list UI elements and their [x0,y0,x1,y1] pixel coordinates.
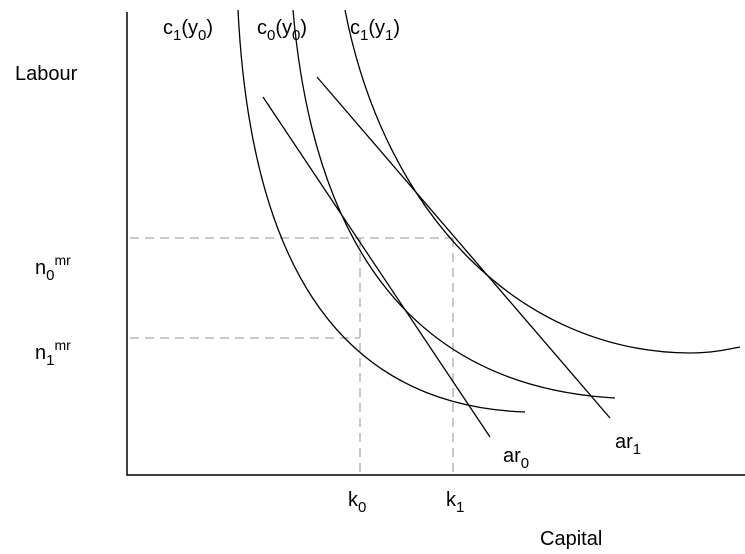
subscript: 1 [633,441,641,458]
label-text: c [163,17,173,39]
isoquant [292,9,616,399]
label-text: ) [206,17,213,39]
level-label: k1​ [446,489,464,516]
label-text: ) [393,17,400,39]
curve-label: c1​(y0​) [163,17,213,44]
isoquant [344,9,741,354]
subscript: 1 [456,499,464,516]
subscript: 0 [198,27,206,44]
subscript: 1 [46,352,54,369]
label-text: n [35,257,46,279]
isocost-line [316,76,611,419]
level-label: n0​mr​ [35,252,71,284]
label-text: c [257,17,267,39]
line-label: ar1​ [615,431,641,458]
x-axis-label: Capital [540,528,602,550]
superscript: mr [54,252,71,268]
subscript: 1 [360,27,368,44]
label-text: (y [181,17,198,39]
isocost-line [262,96,491,438]
level-label: k0​ [348,489,366,516]
label-text: n [35,342,46,364]
line-label: ar0​ [503,445,529,472]
label-text: k [348,489,359,511]
label-text: ) [300,17,307,39]
label-text: (y [368,17,385,39]
axes [126,12,745,476]
subscript: 0 [521,455,529,472]
label-text: ar [503,445,521,467]
subscript: 1 [385,27,393,44]
y-axis-label: Labour [15,63,78,85]
subscript: 0 [358,499,366,516]
level-label: n1​mr​ [35,337,71,369]
curve-label: c1​(y1​) [350,17,400,44]
subscript: 0 [46,267,54,284]
subscript: 0 [292,27,300,44]
label-text: (y [275,17,292,39]
superscript: mr [54,337,71,353]
isoquant [237,9,526,413]
label-text: ar [615,431,633,453]
subscript: 1 [173,27,181,44]
label-text: k [446,489,457,511]
subscript: 0 [267,27,275,44]
curve-label: c0​(y0​) [257,17,307,44]
label-text: c [350,17,360,39]
